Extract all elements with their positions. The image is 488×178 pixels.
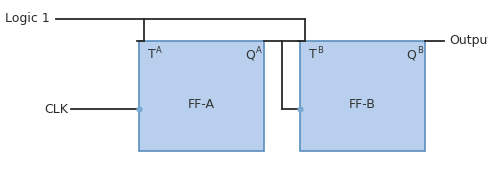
FancyBboxPatch shape <box>139 41 264 151</box>
Text: Logic 1: Logic 1 <box>5 12 50 25</box>
Text: T: T <box>148 48 156 61</box>
Text: Output: Output <box>449 34 488 48</box>
Text: FF-A: FF-A <box>188 98 215 111</box>
FancyBboxPatch shape <box>300 41 425 151</box>
Text: FF-B: FF-B <box>349 98 376 111</box>
Text: CLK: CLK <box>44 103 68 116</box>
Text: Q: Q <box>406 48 416 61</box>
Text: A: A <box>156 46 162 55</box>
Text: B: B <box>317 46 323 55</box>
Text: A: A <box>256 46 262 55</box>
Text: T: T <box>309 48 317 61</box>
Text: Q: Q <box>245 48 255 61</box>
Text: B: B <box>417 46 423 55</box>
